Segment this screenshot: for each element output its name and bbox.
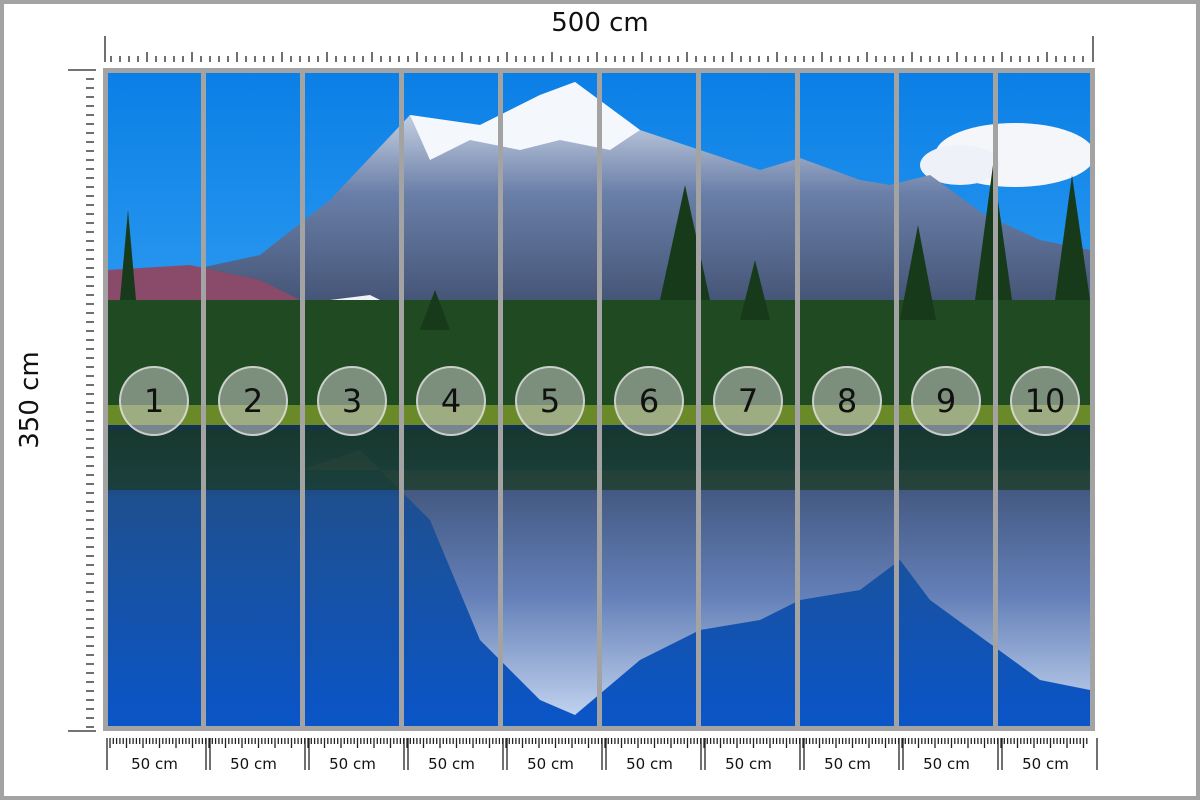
panel-width-label: 50 cm (527, 755, 574, 773)
panel-number-5: 5 (515, 366, 585, 436)
panel-number-7: 7 (713, 366, 783, 436)
panel-number-2: 2 (218, 366, 288, 436)
panel-width-label: 50 cm (1022, 755, 1069, 773)
panel-number-10: 10 (1010, 366, 1080, 436)
cloud (920, 145, 1000, 185)
width-dimension-label: 500 cm (551, 8, 649, 38)
panel-width-label: 50 cm (428, 755, 475, 773)
rulers (68, 36, 1098, 770)
panel-width-label: 50 cm (230, 755, 277, 773)
panel-width-label: 50 cm (725, 755, 772, 773)
panel-width-label: 50 cm (824, 755, 871, 773)
panel-seams (201, 73, 998, 726)
mountain-reflection (300, 450, 1090, 715)
panel-number-1: 1 (119, 366, 189, 436)
mountain (190, 82, 1090, 330)
panel-width-label: 50 cm (329, 755, 376, 773)
panel-number-8: 8 (812, 366, 882, 436)
panel-number-3: 3 (317, 366, 387, 436)
panel-width-label: 50 cm (131, 755, 178, 773)
snow-cap (410, 82, 640, 160)
panel-width-label: 50 cm (626, 755, 673, 773)
panel-number-6: 6 (614, 366, 684, 436)
panel-number-9: 9 (911, 366, 981, 436)
panel-width-label: 50 cm (923, 755, 970, 773)
panel-number-4: 4 (416, 366, 486, 436)
